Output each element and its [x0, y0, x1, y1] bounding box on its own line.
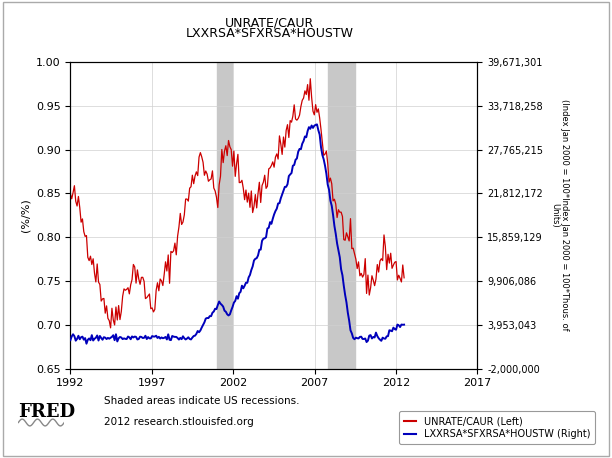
Text: FRED: FRED	[18, 403, 75, 421]
Bar	[217, 62, 232, 369]
Text: LXXRSA*SFXRSA*HOUSTW: LXXRSA*SFXRSA*HOUSTW	[185, 27, 353, 39]
Bar	[328, 62, 355, 369]
Y-axis label: (%/%): (%/%)	[20, 198, 31, 232]
Text: UNRATE/CAUR: UNRATE/CAUR	[225, 16, 314, 29]
Legend: UNRATE/CAUR (Left), LXXRSA*SFXRSA*HOUSTW (Right): UNRATE/CAUR (Left), LXXRSA*SFXRSA*HOUSTW…	[399, 411, 595, 444]
Text: 2012 research.stlouisfed.org: 2012 research.stlouisfed.org	[104, 417, 254, 427]
Y-axis label: (Index Jan 2000 = 100*Index Jan 2000 = 100*Thous. of
Units): (Index Jan 2000 = 100*Index Jan 2000 = 1…	[550, 99, 569, 331]
Text: Shaded areas indicate US recessions.: Shaded areas indicate US recessions.	[104, 396, 299, 406]
